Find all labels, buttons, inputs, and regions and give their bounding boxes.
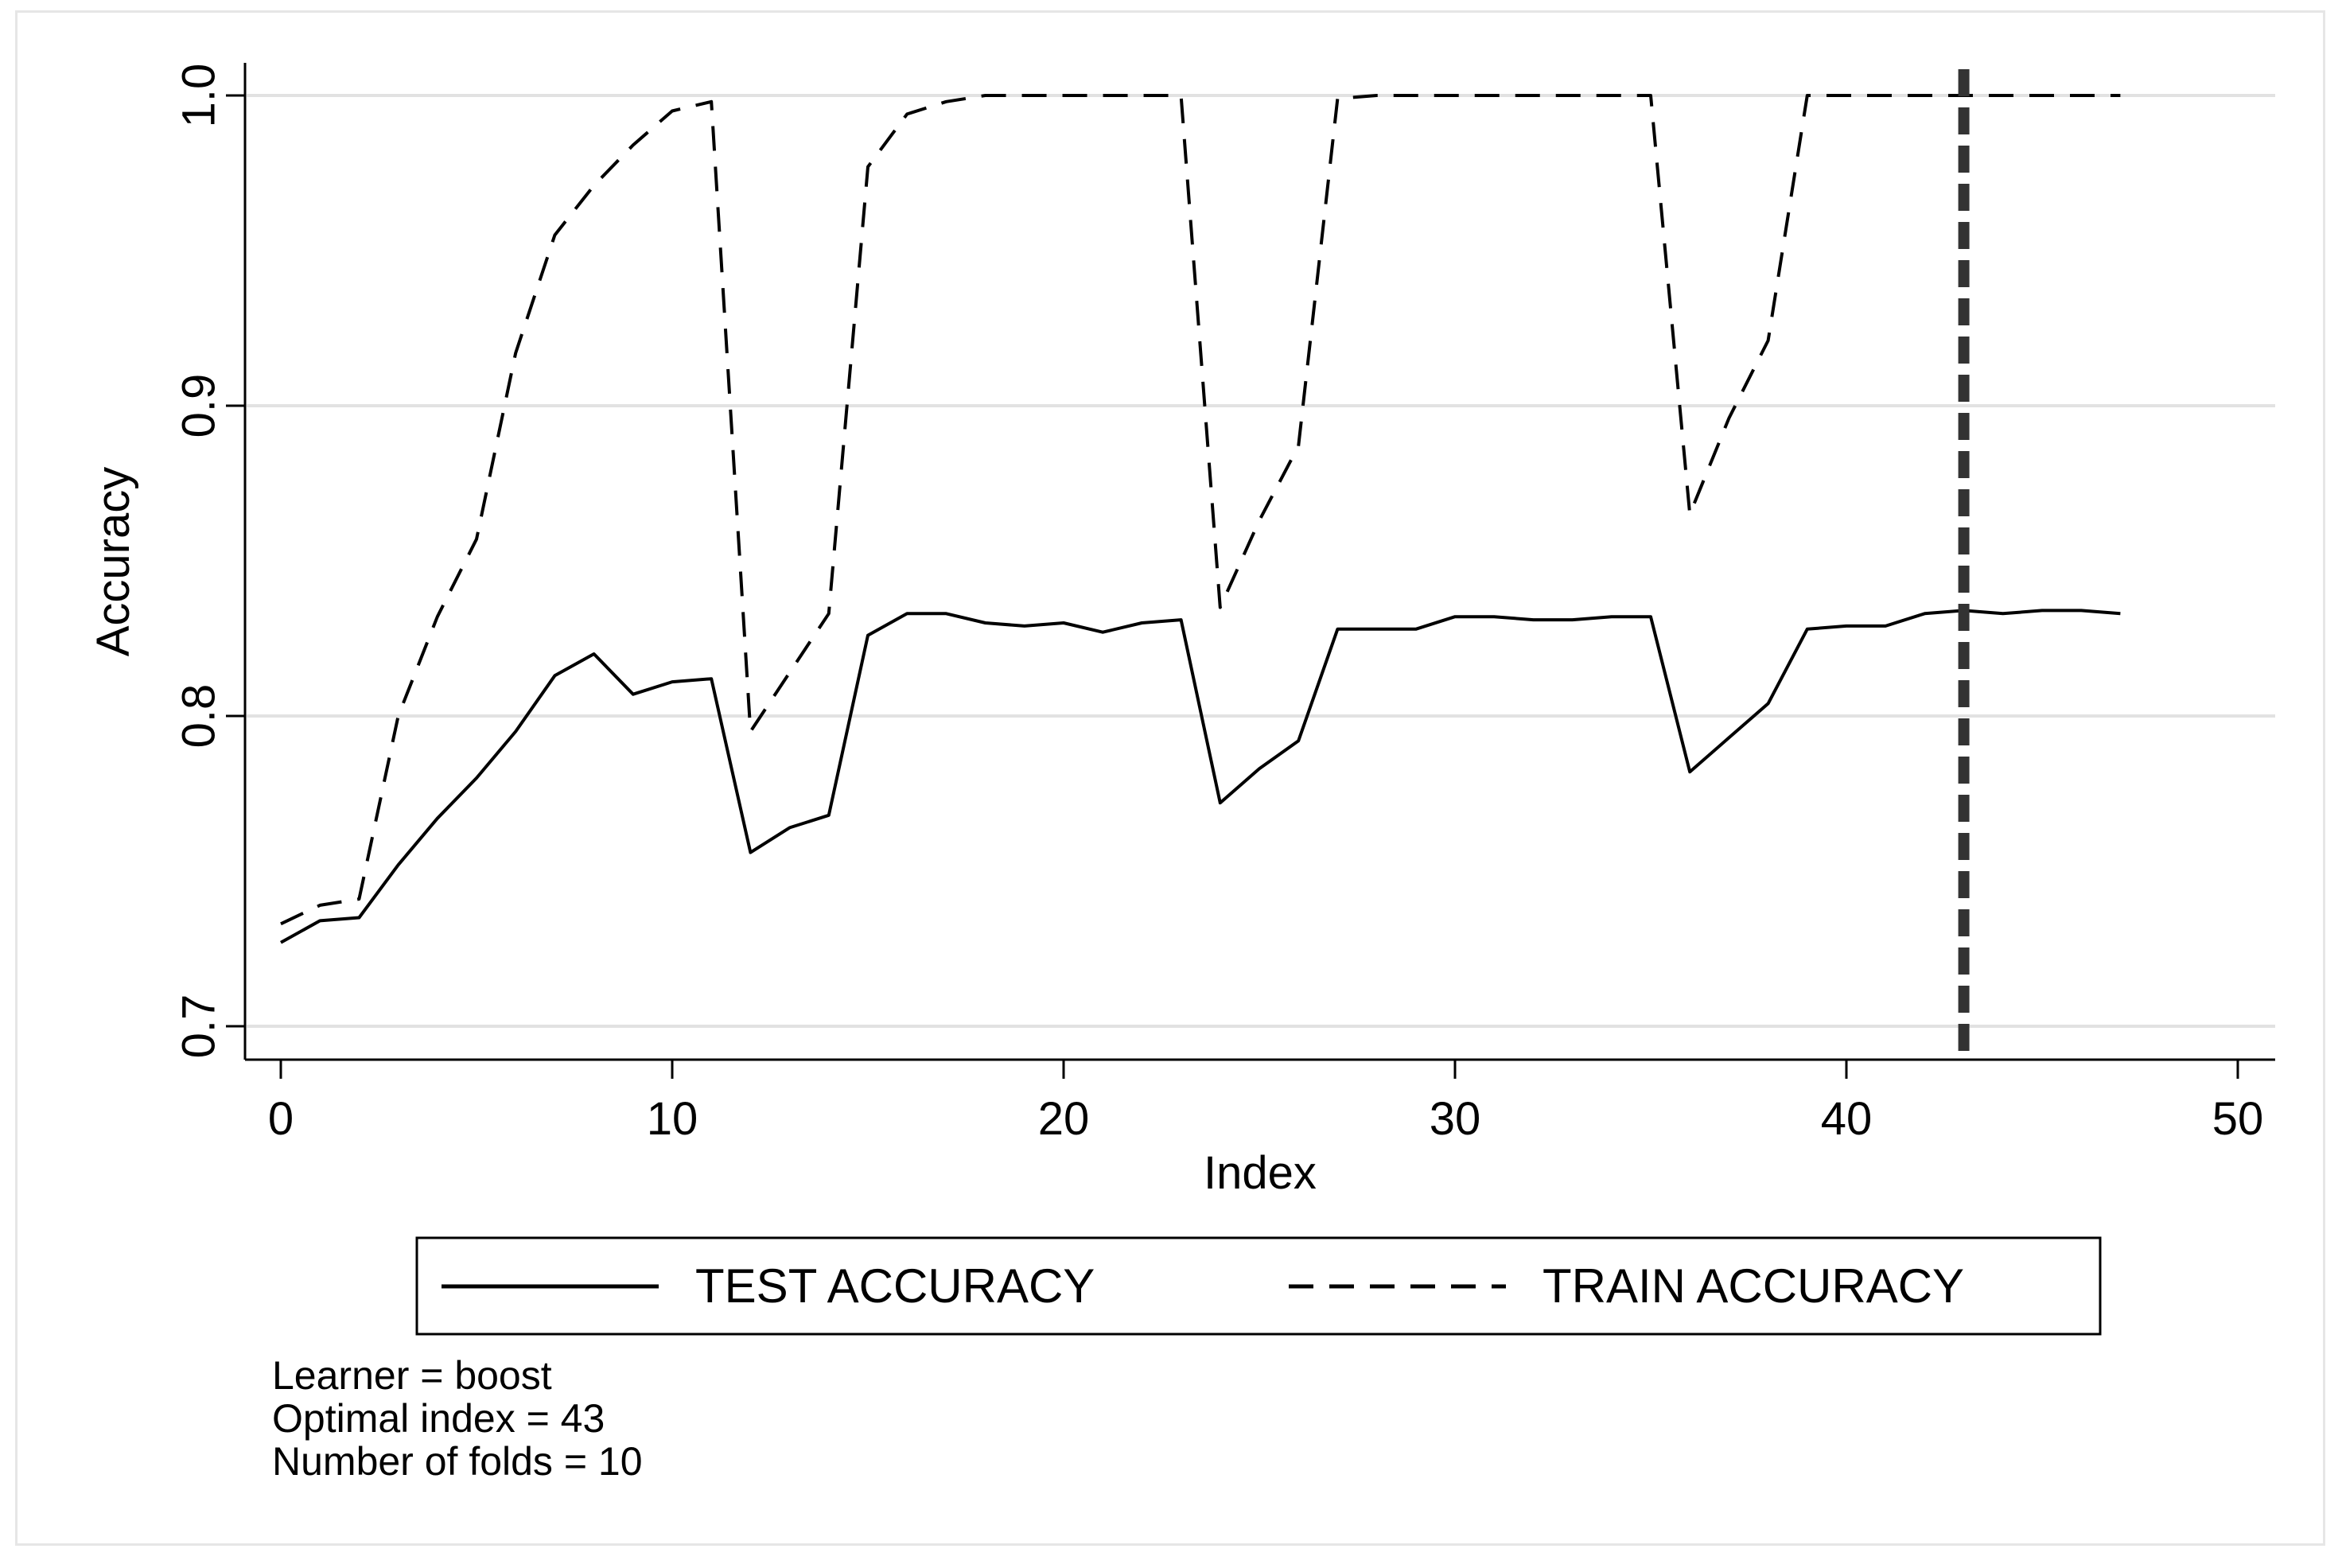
- note-optimal-index: Optimal index = 43: [272, 1396, 605, 1441]
- note-folds: Number of folds = 10: [272, 1439, 643, 1484]
- note-learner: Learner = boost: [272, 1353, 552, 1398]
- y-tick-label: 1.0: [173, 64, 225, 128]
- legend: TEST ACCURACY TRAIN ACCURACY: [415, 1236, 2102, 1336]
- legend-box: [415, 1236, 2102, 1336]
- chart: 0.7 0.8 0.9 1.0 0 10 20 30 40 50 Index Accuracy T…: [88, 63, 2275, 1336]
- grid-layer: [247, 94, 2275, 1028]
- x-tick-label: 0: [268, 1093, 294, 1145]
- y-axis-label: Accuracy: [88, 467, 139, 657]
- legend-train-label: TRAIN ACCURACY: [1543, 1259, 1964, 1313]
- y-tick-label: 0.8: [173, 684, 225, 749]
- y-tick-label: 0.7: [173, 994, 225, 1059]
- x-tick-label: 50: [2212, 1093, 2264, 1145]
- chart-frame: 0.7 0.8 0.9 1.0 0 10 20 30 40 50 Index Accuracy T…: [15, 10, 2325, 1546]
- axes-layer: [243, 63, 2275, 1061]
- series-test-accuracy-line: [280, 609, 2121, 944]
- ticks-layer: 0.7 0.8 0.9 1.0 0 10 20 30 40 50: [173, 64, 2264, 1145]
- x-axis-label: Index: [1204, 1147, 1317, 1199]
- x-tick-label: 20: [1038, 1093, 1090, 1145]
- legend-test-label: TEST ACCURACY: [695, 1259, 1095, 1313]
- x-tick-label: 30: [1430, 1093, 1481, 1145]
- series-layer: [280, 94, 2121, 944]
- x-tick-label: 10: [647, 1093, 698, 1145]
- x-tick-label: 40: [1821, 1093, 1873, 1145]
- y-tick-label: 0.9: [173, 374, 225, 438]
- series-train-accuracy-line: [280, 94, 2121, 926]
